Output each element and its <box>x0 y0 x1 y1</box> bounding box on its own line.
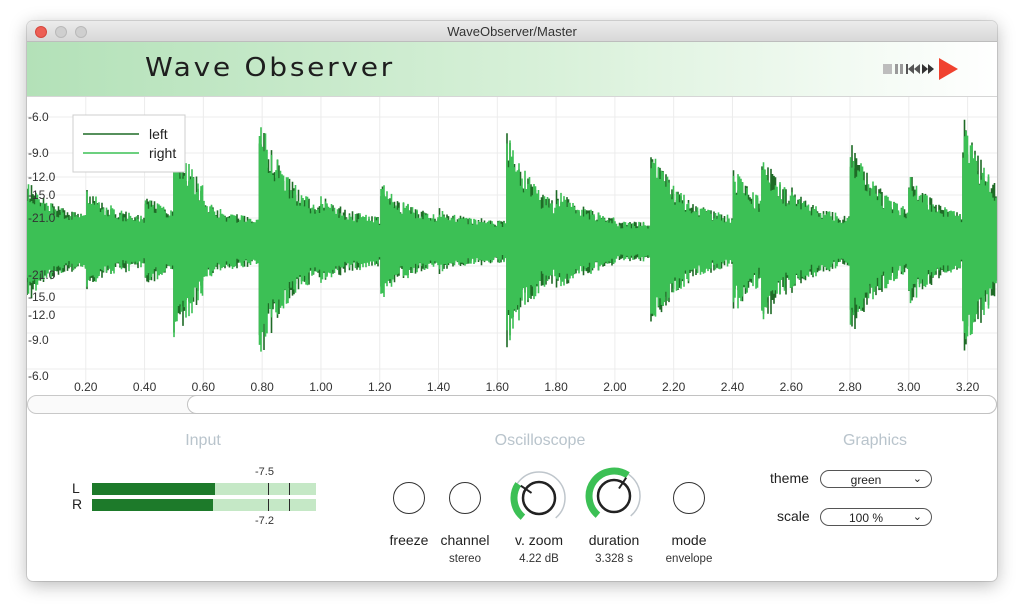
x-tick-label: 0.60 <box>192 380 216 393</box>
x-tick-label: 3.00 <box>897 380 921 393</box>
x-tick-label: 2.20 <box>662 380 686 393</box>
y-tick-label: -12.0 <box>28 170 56 184</box>
pause-icon[interactable] <box>895 64 903 74</box>
title-bar[interactable]: WaveObserver/Master <box>27 21 997 42</box>
input-section-title: Input <box>185 432 221 449</box>
oscilloscope-section-title: Oscilloscope <box>494 432 586 449</box>
x-tick-label: 0.80 <box>250 380 274 393</box>
stop-icon[interactable] <box>883 64 892 74</box>
x-tick-label: 2.60 <box>780 380 804 393</box>
fast-forward-icon[interactable] <box>922 64 934 74</box>
legend-label-right: right <box>149 145 176 161</box>
meter-tick <box>268 483 269 495</box>
x-tick-label: 2.40 <box>721 380 745 393</box>
window-title: WaveObserver/Master <box>447 24 577 39</box>
peak-readout-right: -7.2 <box>255 515 274 527</box>
theme-select[interactable]: green ⌄ <box>820 470 932 488</box>
app-header: Wave Observer <box>27 42 997 97</box>
meter-letter-right: R <box>72 496 83 512</box>
close-window-button[interactable] <box>35 26 47 38</box>
scale-select-value: 100 % <box>848 511 884 525</box>
meter-letter-left: L <box>72 480 80 496</box>
minimize-window-button[interactable] <box>55 26 67 38</box>
x-tick-label: 0.20 <box>74 380 98 393</box>
play-icon[interactable] <box>939 58 958 80</box>
y-tick-label: -21.0 <box>28 211 56 225</box>
x-tick-label: 2.00 <box>603 380 627 393</box>
x-tick-label: 2.80 <box>838 380 862 393</box>
x-tick-label: 1.60 <box>486 380 510 393</box>
theme-select-value: green <box>850 473 882 487</box>
y-tick-label: -15.0 <box>28 290 56 304</box>
input-meter-left-fill <box>92 483 215 495</box>
legend-label-left: left <box>149 126 168 142</box>
freeze-button[interactable] <box>393 482 425 514</box>
y-tick-label: -6.0 <box>28 110 49 124</box>
x-tick-label: 1.40 <box>427 380 451 393</box>
y-tick-label: -12.0 <box>28 308 56 322</box>
chevron-down-icon: ⌄ <box>912 473 922 485</box>
x-tick-label: 1.80 <box>544 380 568 393</box>
app-title: Wave Observer <box>145 53 395 83</box>
meter-tick <box>289 499 290 511</box>
mode-value: envelope <box>665 553 713 565</box>
waveform-chart[interactable]: -6.0 -9.0 -12.0 -15.0 -21.0 -21.0 -15.0 -12.0 -9… <box>27 97 997 393</box>
y-tick-label: -21.0 <box>28 268 56 282</box>
rewind-icon[interactable] <box>906 64 920 74</box>
duration-value: 3.328 s <box>595 553 633 565</box>
x-tick-label: 1.00 <box>309 380 333 393</box>
oscilloscope-display[interactable]: -6.0 -9.0 -12.0 -15.0 -21.0 -21.0 -15.0 -12.0 -9… <box>27 97 997 393</box>
graphics-section-title: Graphics <box>842 432 908 449</box>
channel-value: stereo <box>449 553 481 565</box>
y-tick-label: -9.0 <box>28 333 49 347</box>
channel-button[interactable] <box>449 482 481 514</box>
y-tick-label: -9.0 <box>28 146 49 160</box>
scale-label: scale <box>777 508 810 524</box>
meter-tick <box>268 499 269 511</box>
input-meter-right-fill <box>92 499 213 511</box>
channel-label: channel <box>440 532 490 548</box>
vzoom-label: v. zoom <box>515 532 563 548</box>
vzoom-knob[interactable] <box>506 468 572 530</box>
mode-label: mode <box>671 532 707 548</box>
meter-tick <box>289 483 290 495</box>
mode-button[interactable] <box>673 482 705 514</box>
peak-readout-left: -7.5 <box>255 466 274 478</box>
x-tick-label: 1.20 <box>368 380 392 393</box>
time-scrollbar-thumb[interactable] <box>187 395 997 414</box>
transport-controls <box>883 58 958 80</box>
vzoom-value: 4.22 dB <box>519 553 559 565</box>
y-tick-label: -6.0 <box>28 369 49 383</box>
chevron-down-icon: ⌄ <box>912 511 922 523</box>
input-meter-left <box>92 483 316 495</box>
duration-label: duration <box>588 532 640 548</box>
scale-select[interactable]: 100 % ⌄ <box>820 508 932 526</box>
freeze-label: freeze <box>389 532 429 548</box>
maximize-window-button[interactable] <box>75 26 87 38</box>
x-tick-label: 0.40 <box>133 380 157 393</box>
input-meter-right <box>92 499 316 511</box>
series-line-right <box>27 127 997 352</box>
duration-knob[interactable] <box>581 464 647 530</box>
x-tick-label: 3.20 <box>956 380 980 393</box>
y-tick-label: -15.0 <box>28 188 56 202</box>
chart-legend: left right <box>72 114 186 173</box>
plugin-window: WaveObserver/Master Wave Observer <box>27 21 997 581</box>
theme-label: theme <box>770 470 809 486</box>
